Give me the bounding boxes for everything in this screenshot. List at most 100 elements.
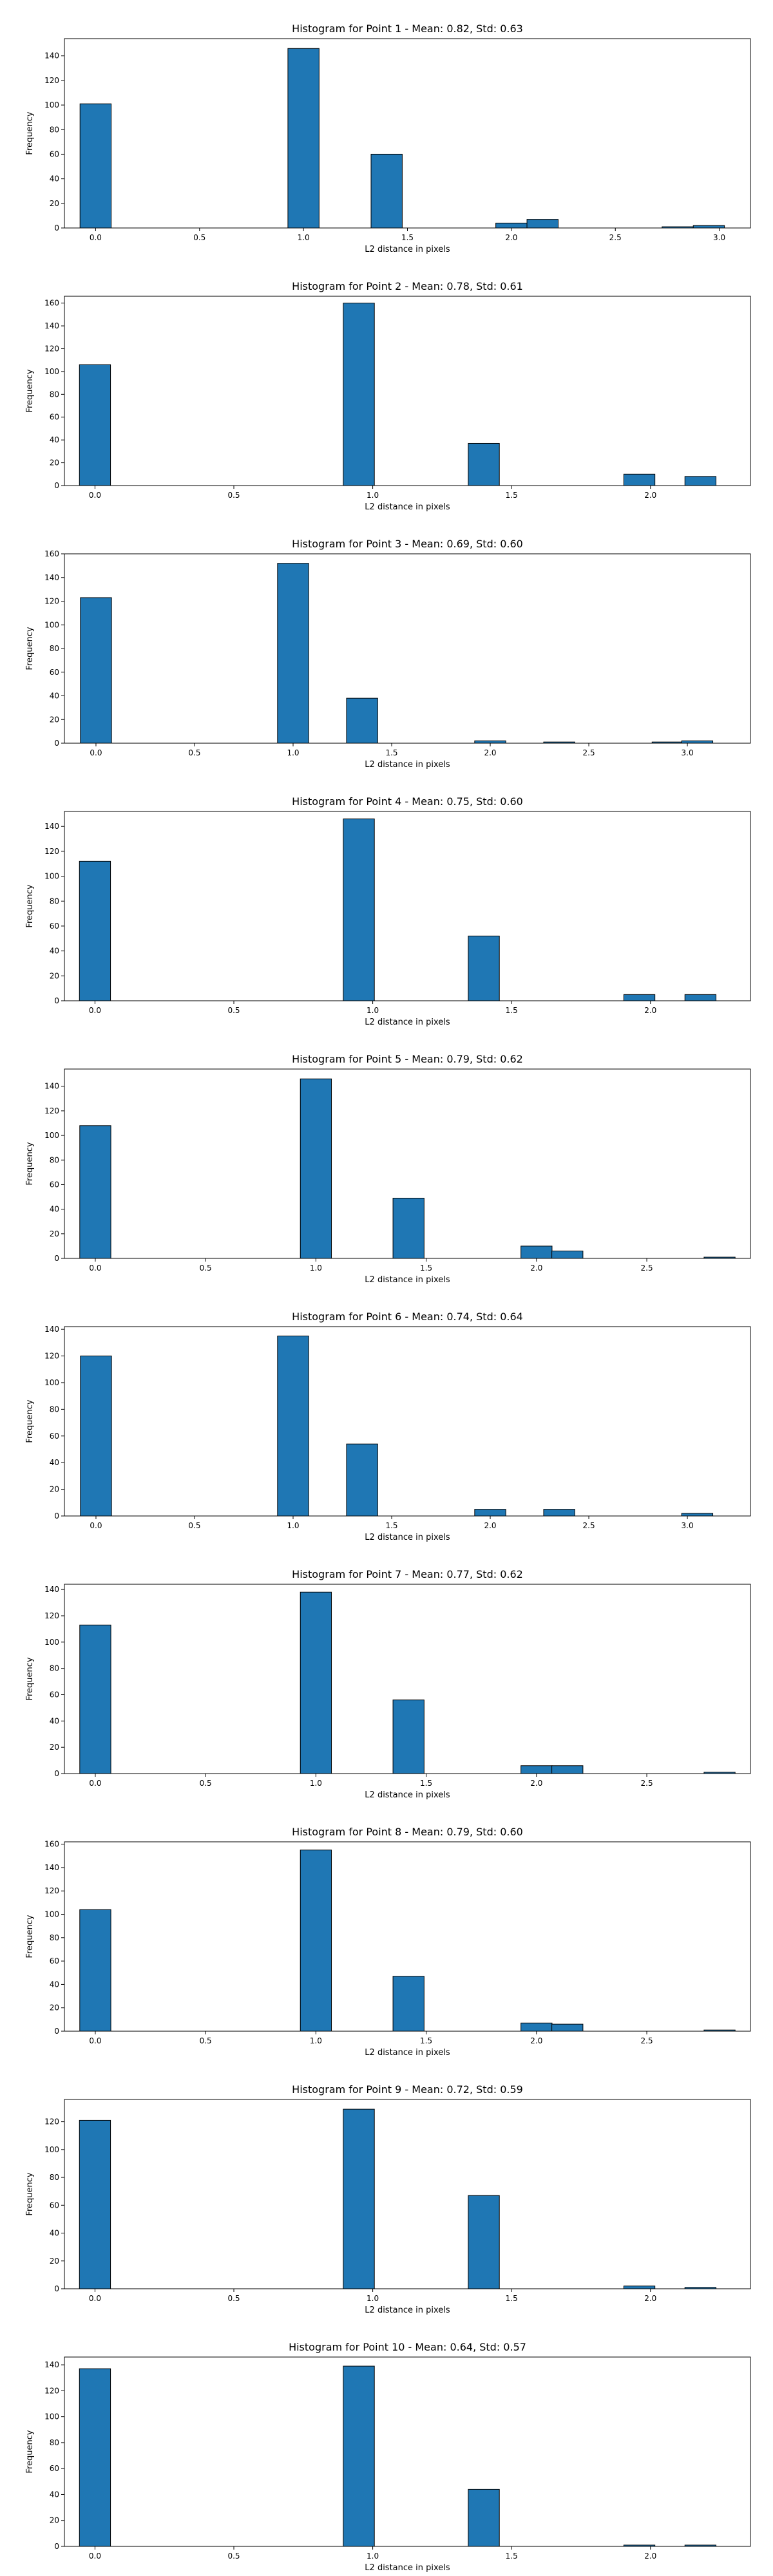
x-tick-label: 2.0 — [644, 2552, 656, 2561]
x-tick-label: 0.0 — [89, 491, 101, 500]
y-tick-label: 100 — [44, 1638, 59, 1647]
histogram-bar — [343, 819, 375, 1001]
x-tick-label: 1.0 — [287, 748, 299, 757]
x-tick-label: 0.0 — [89, 1006, 101, 1015]
x-tick-label: 0.5 — [188, 748, 200, 757]
histogram-bar — [468, 935, 500, 1001]
x-tick-label: 0.5 — [200, 2036, 212, 2045]
x-axis-label: L2 distance in pixels — [365, 2048, 450, 2058]
x-tick-label: 1.0 — [310, 1779, 322, 1788]
y-tick-label: 160 — [44, 299, 59, 308]
chart-title: Histogram for Point 6 - Mean: 0.74, Std:… — [292, 1311, 523, 1323]
y-tick-label: 120 — [44, 1352, 59, 1361]
histogram-chart: Histogram for Point 10 - Mean: 0.64, Std… — [0, 2318, 773, 2576]
histogram-bar — [392, 1976, 425, 2032]
y-tick-label: 120 — [44, 1611, 59, 1620]
histogram-bar — [474, 1509, 506, 1517]
x-tick-label: 0.5 — [188, 1521, 200, 1530]
y-tick-label: 20 — [50, 459, 59, 468]
y-tick-label: 20 — [50, 2257, 59, 2266]
histogram-bar — [495, 222, 528, 229]
y-tick-label: 0 — [54, 2542, 59, 2551]
histogram-bar — [684, 994, 717, 1001]
histogram-bar — [277, 1335, 309, 1517]
x-tick-label: 2.0 — [530, 1779, 542, 1788]
histogram-bar — [520, 1245, 553, 1259]
x-tick-label: 1.0 — [367, 2294, 379, 2303]
histogram-bar — [468, 2195, 500, 2289]
plot-frame — [64, 811, 751, 1001]
y-tick-label: 120 — [44, 76, 59, 85]
histogram-bar — [79, 2368, 111, 2547]
y-tick-label: 20 — [50, 2003, 59, 2012]
y-tick-label: 100 — [44, 2412, 59, 2421]
histogram-bar — [551, 1251, 584, 1259]
y-axis-label: Frequency — [25, 1399, 35, 1443]
y-tick-label: 80 — [50, 125, 59, 134]
x-tick-label: 1.0 — [310, 2036, 322, 2045]
x-tick-label: 1.5 — [506, 2552, 518, 2561]
x-tick-label: 0.5 — [193, 233, 205, 242]
x-tick-label: 3.0 — [682, 748, 694, 757]
y-tick-label: 40 — [50, 1980, 59, 1989]
y-tick-label: 0 — [54, 1511, 59, 1520]
y-tick-label: 20 — [50, 715, 59, 724]
x-tick-label: 1.0 — [287, 1521, 299, 1530]
plot-frame — [64, 38, 751, 229]
plot-frame — [64, 1584, 751, 1774]
y-tick-label: 140 — [44, 822, 59, 831]
y-tick-label: 60 — [50, 1690, 59, 1700]
x-axis-label: L2 distance in pixels — [365, 1533, 450, 1542]
histogram-chart: Histogram for Point 8 - Mean: 0.79, Std:… — [0, 1803, 773, 2061]
histogram-chart: Histogram for Point 5 - Mean: 0.79, Std:… — [0, 1030, 773, 1288]
histogram-svg: Histogram for Point 4 - Mean: 0.75, Std:… — [25, 795, 751, 1027]
y-tick-label: 120 — [44, 847, 59, 856]
x-tick-label: 0.0 — [89, 1264, 101, 1273]
y-tick-label: 40 — [50, 1205, 59, 1214]
histogram-chart: Histogram for Point 3 - Mean: 0.69, Std:… — [0, 515, 773, 773]
histogram-bar — [543, 1509, 575, 1517]
y-axis-label: Frequency — [25, 2430, 35, 2473]
histogram-bar — [474, 740, 506, 744]
x-tick-label: 1.5 — [385, 1521, 397, 1530]
y-tick-label: 120 — [44, 597, 59, 606]
histogram-bar — [79, 860, 111, 1001]
plot-frame — [64, 1326, 751, 1517]
y-tick-label: 0 — [54, 223, 59, 232]
y-tick-label: 0 — [54, 1254, 59, 1263]
y-tick-label: 100 — [44, 1378, 59, 1387]
x-axis-label: L2 distance in pixels — [365, 1275, 450, 1285]
chart-title: Histogram for Point 9 - Mean: 0.72, Std:… — [292, 2083, 523, 2096]
x-tick-label: 1.0 — [310, 1264, 322, 1273]
y-axis-label: Frequency — [25, 627, 35, 670]
histogram-bar — [79, 364, 111, 486]
y-tick-label: 20 — [50, 199, 59, 208]
y-tick-label: 80 — [50, 896, 59, 905]
histogram-bar — [684, 476, 717, 486]
x-tick-label: 1.5 — [420, 1779, 432, 1788]
histogram-bar — [392, 1700, 425, 1774]
y-tick-label: 140 — [44, 52, 59, 61]
x-tick-label: 0.0 — [89, 1779, 101, 1788]
x-tick-label: 0.5 — [200, 1779, 212, 1788]
histogram-bar — [551, 2023, 584, 2032]
y-tick-label: 120 — [44, 1886, 59, 1895]
y-tick-label: 40 — [50, 1458, 59, 1467]
histogram-bar — [300, 1850, 332, 2032]
histogram-svg: Histogram for Point 5 - Mean: 0.79, Std:… — [25, 1053, 751, 1285]
y-tick-label: 60 — [50, 922, 59, 931]
y-tick-label: 100 — [44, 1131, 59, 1140]
histogram-svg: Histogram for Point 3 - Mean: 0.69, Std:… — [25, 538, 751, 770]
y-tick-label: 60 — [50, 149, 59, 158]
chart-title: Histogram for Point 4 - Mean: 0.75, Std:… — [292, 795, 523, 808]
y-tick-label: 40 — [50, 175, 59, 184]
histogram-bar — [343, 2108, 375, 2289]
x-axis-label: L2 distance in pixels — [365, 1018, 450, 1027]
y-axis-label: Frequency — [25, 1657, 35, 1700]
y-tick-label: 60 — [50, 1180, 59, 1189]
x-tick-label: 0.5 — [227, 2294, 240, 2303]
plot-frame — [64, 1841, 751, 2032]
y-tick-label: 160 — [44, 1840, 59, 1849]
y-tick-label: 0 — [54, 739, 59, 748]
